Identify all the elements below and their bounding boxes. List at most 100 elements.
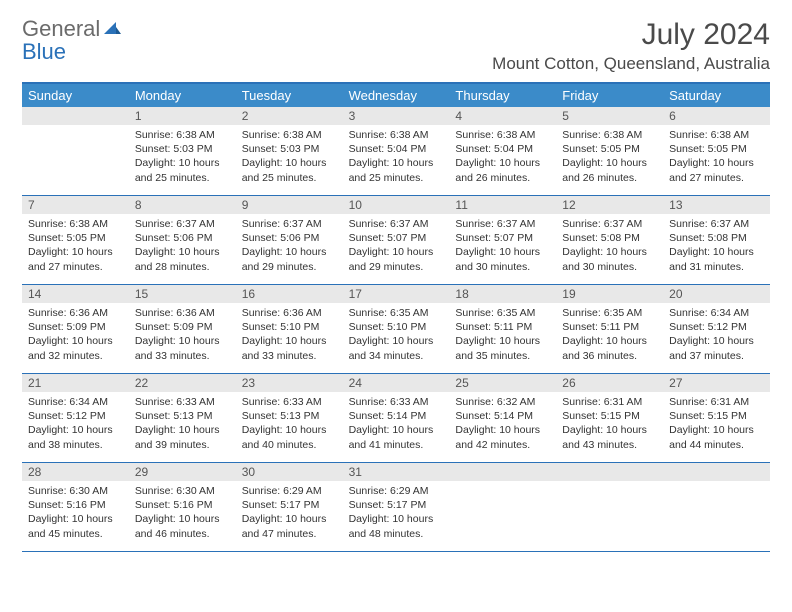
sunrise-text: Sunrise: 6:34 AM [669,306,764,320]
date-number: 30 [236,463,343,481]
day-header: Thursday [449,84,556,107]
date-number: 23 [236,374,343,392]
calendar-cell: 17Sunrise: 6:35 AMSunset: 5:10 PMDayligh… [343,285,450,373]
sunset-text: Sunset: 5:12 PM [669,320,764,334]
sunset-text: Sunset: 5:07 PM [455,231,550,245]
sunrise-text: Sunrise: 6:33 AM [135,395,230,409]
date-number: 5 [556,107,663,125]
date-number: 22 [129,374,236,392]
calendar-cell: 4Sunrise: 6:38 AMSunset: 5:04 PMDaylight… [449,107,556,195]
date-number: 10 [343,196,450,214]
date-number: 13 [663,196,770,214]
cell-body: Sunrise: 6:37 AMSunset: 5:08 PMDaylight:… [663,214,770,280]
calendar-cell: 16Sunrise: 6:36 AMSunset: 5:10 PMDayligh… [236,285,343,373]
date-number [556,463,663,481]
cell-body: Sunrise: 6:37 AMSunset: 5:07 PMDaylight:… [343,214,450,280]
date-number: 18 [449,285,556,303]
cell-body: Sunrise: 6:34 AMSunset: 5:12 PMDaylight:… [22,392,129,458]
date-number: 17 [343,285,450,303]
week-row: 1Sunrise: 6:38 AMSunset: 5:03 PMDaylight… [22,107,770,196]
cell-body: Sunrise: 6:35 AMSunset: 5:10 PMDaylight:… [343,303,450,369]
daylight-text: Daylight: 10 hours and 44 minutes. [669,423,764,451]
weeks-container: 1Sunrise: 6:38 AMSunset: 5:03 PMDaylight… [22,107,770,552]
calendar-cell: 8Sunrise: 6:37 AMSunset: 5:06 PMDaylight… [129,196,236,284]
sunrise-text: Sunrise: 6:31 AM [562,395,657,409]
sunset-text: Sunset: 5:04 PM [455,142,550,156]
day-header: Friday [556,84,663,107]
cell-body: Sunrise: 6:35 AMSunset: 5:11 PMDaylight:… [556,303,663,369]
daylight-text: Daylight: 10 hours and 29 minutes. [242,245,337,273]
cell-body: Sunrise: 6:38 AMSunset: 5:03 PMDaylight:… [129,125,236,191]
daylight-text: Daylight: 10 hours and 48 minutes. [349,512,444,540]
calendar-cell [663,463,770,551]
date-number: 21 [22,374,129,392]
sunrise-text: Sunrise: 6:37 AM [669,217,764,231]
daylight-text: Daylight: 10 hours and 26 minutes. [562,156,657,184]
calendar-cell: 15Sunrise: 6:36 AMSunset: 5:09 PMDayligh… [129,285,236,373]
sunset-text: Sunset: 5:05 PM [28,231,123,245]
day-header: Wednesday [343,84,450,107]
sunset-text: Sunset: 5:11 PM [455,320,550,334]
daylight-text: Daylight: 10 hours and 25 minutes. [349,156,444,184]
sunset-text: Sunset: 5:09 PM [135,320,230,334]
calendar-cell: 3Sunrise: 6:38 AMSunset: 5:04 PMDaylight… [343,107,450,195]
calendar-cell: 19Sunrise: 6:35 AMSunset: 5:11 PMDayligh… [556,285,663,373]
sunrise-text: Sunrise: 6:29 AM [242,484,337,498]
daylight-text: Daylight: 10 hours and 27 minutes. [28,245,123,273]
cell-body: Sunrise: 6:31 AMSunset: 5:15 PMDaylight:… [663,392,770,458]
sunrise-text: Sunrise: 6:36 AM [242,306,337,320]
sunset-text: Sunset: 5:11 PM [562,320,657,334]
cell-body: Sunrise: 6:35 AMSunset: 5:11 PMDaylight:… [449,303,556,369]
sunset-text: Sunset: 5:03 PM [135,142,230,156]
sunrise-text: Sunrise: 6:38 AM [455,128,550,142]
date-number: 25 [449,374,556,392]
daylight-text: Daylight: 10 hours and 30 minutes. [455,245,550,273]
daylight-text: Daylight: 10 hours and 41 minutes. [349,423,444,451]
date-number: 9 [236,196,343,214]
sunset-text: Sunset: 5:12 PM [28,409,123,423]
calendar-cell: 12Sunrise: 6:37 AMSunset: 5:08 PMDayligh… [556,196,663,284]
cell-body: Sunrise: 6:30 AMSunset: 5:16 PMDaylight:… [129,481,236,547]
date-number: 20 [663,285,770,303]
sunrise-text: Sunrise: 6:38 AM [349,128,444,142]
sunrise-text: Sunrise: 6:30 AM [28,484,123,498]
cell-body: Sunrise: 6:37 AMSunset: 5:06 PMDaylight:… [236,214,343,280]
date-number: 8 [129,196,236,214]
date-number: 19 [556,285,663,303]
sunrise-text: Sunrise: 6:34 AM [28,395,123,409]
calendar-cell: 13Sunrise: 6:37 AMSunset: 5:08 PMDayligh… [663,196,770,284]
day-header: Tuesday [236,84,343,107]
sunset-text: Sunset: 5:03 PM [242,142,337,156]
day-header-row: Sunday Monday Tuesday Wednesday Thursday… [22,84,770,107]
sunset-text: Sunset: 5:04 PM [349,142,444,156]
calendar-cell: 1Sunrise: 6:38 AMSunset: 5:03 PMDaylight… [129,107,236,195]
sunrise-text: Sunrise: 6:37 AM [135,217,230,231]
daylight-text: Daylight: 10 hours and 33 minutes. [242,334,337,362]
date-number: 6 [663,107,770,125]
cell-body: Sunrise: 6:36 AMSunset: 5:09 PMDaylight:… [129,303,236,369]
calendar-cell: 25Sunrise: 6:32 AMSunset: 5:14 PMDayligh… [449,374,556,462]
daylight-text: Daylight: 10 hours and 37 minutes. [669,334,764,362]
date-number [22,107,129,125]
calendar-cell: 6Sunrise: 6:38 AMSunset: 5:05 PMDaylight… [663,107,770,195]
sunrise-text: Sunrise: 6:32 AM [455,395,550,409]
calendar-cell: 9Sunrise: 6:37 AMSunset: 5:06 PMDaylight… [236,196,343,284]
sunrise-text: Sunrise: 6:33 AM [242,395,337,409]
calendar-cell: 22Sunrise: 6:33 AMSunset: 5:13 PMDayligh… [129,374,236,462]
cell-body: Sunrise: 6:38 AMSunset: 5:05 PMDaylight:… [556,125,663,191]
daylight-text: Daylight: 10 hours and 43 minutes. [562,423,657,451]
daylight-text: Daylight: 10 hours and 34 minutes. [349,334,444,362]
cell-body: Sunrise: 6:29 AMSunset: 5:17 PMDaylight:… [236,481,343,547]
calendar-cell: 23Sunrise: 6:33 AMSunset: 5:13 PMDayligh… [236,374,343,462]
daylight-text: Daylight: 10 hours and 45 minutes. [28,512,123,540]
location: Mount Cotton, Queensland, Australia [492,54,770,74]
cell-body: Sunrise: 6:38 AMSunset: 5:05 PMDaylight:… [663,125,770,191]
calendar-cell: 10Sunrise: 6:37 AMSunset: 5:07 PMDayligh… [343,196,450,284]
date-number: 31 [343,463,450,481]
date-number: 7 [22,196,129,214]
cell-body: Sunrise: 6:33 AMSunset: 5:13 PMDaylight:… [236,392,343,458]
calendar-cell: 21Sunrise: 6:34 AMSunset: 5:12 PMDayligh… [22,374,129,462]
date-number [663,463,770,481]
calendar-cell: 11Sunrise: 6:37 AMSunset: 5:07 PMDayligh… [449,196,556,284]
sunrise-text: Sunrise: 6:35 AM [562,306,657,320]
